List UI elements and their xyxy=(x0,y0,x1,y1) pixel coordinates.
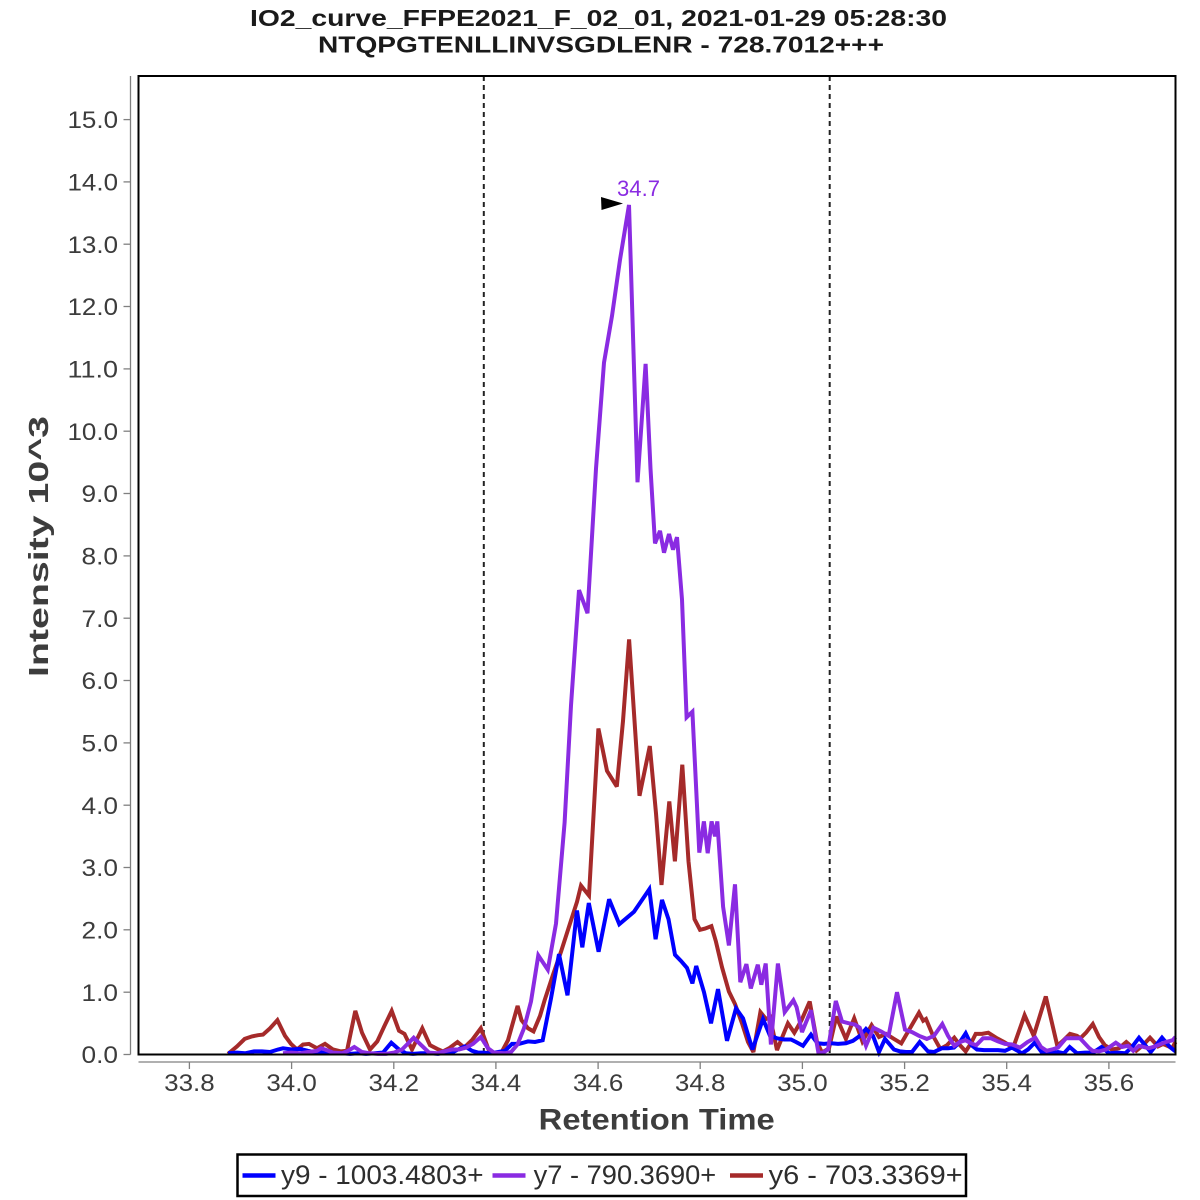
svg-text:8.0: 8.0 xyxy=(82,544,119,571)
svg-text:IO2_curve_FFPE2021_F_02_01, 20: IO2_curve_FFPE2021_F_02_01, 2021-01-29 0… xyxy=(250,5,947,31)
svg-text:4.0: 4.0 xyxy=(82,793,119,820)
svg-text:1.0: 1.0 xyxy=(82,980,119,1007)
svg-text:3.0: 3.0 xyxy=(82,855,119,882)
svg-text:12.0: 12.0 xyxy=(68,294,119,321)
svg-text:34.7: 34.7 xyxy=(617,176,660,201)
svg-text:34.4: 34.4 xyxy=(471,1070,522,1097)
svg-text:y6 - 703.3369+: y6 - 703.3369+ xyxy=(769,1160,963,1190)
svg-text:5.0: 5.0 xyxy=(82,731,119,758)
svg-text:35.6: 35.6 xyxy=(1084,1070,1135,1097)
svg-text:y9 - 1003.4803+: y9 - 1003.4803+ xyxy=(281,1160,484,1190)
svg-text:Retention Time: Retention Time xyxy=(539,1104,775,1137)
svg-text:13.0: 13.0 xyxy=(68,232,119,259)
svg-text:10.0: 10.0 xyxy=(68,419,119,446)
svg-text:33.8: 33.8 xyxy=(164,1070,215,1097)
svg-text:34.0: 34.0 xyxy=(266,1070,317,1097)
svg-text:NTQPGTENLLINVSGDLENR - 728.701: NTQPGTENLLINVSGDLENR - 728.7012+++ xyxy=(318,32,884,58)
svg-text:y7 - 790.3690+: y7 - 790.3690+ xyxy=(534,1160,717,1190)
svg-text:35.2: 35.2 xyxy=(879,1070,930,1097)
svg-text:15.0: 15.0 xyxy=(68,107,119,134)
svg-text:9.0: 9.0 xyxy=(82,481,119,508)
svg-text:6.0: 6.0 xyxy=(82,668,119,695)
svg-text:Intensity 10^3: Intensity 10^3 xyxy=(23,416,54,677)
svg-text:35.4: 35.4 xyxy=(981,1070,1032,1097)
svg-text:11.0: 11.0 xyxy=(68,357,119,384)
svg-text:7.0: 7.0 xyxy=(82,606,119,633)
svg-text:34.8: 34.8 xyxy=(675,1070,726,1097)
svg-text:0.0: 0.0 xyxy=(82,1042,119,1069)
svg-text:34.6: 34.6 xyxy=(573,1070,624,1097)
svg-text:2.0: 2.0 xyxy=(82,917,119,944)
svg-text:14.0: 14.0 xyxy=(68,170,119,197)
svg-text:34.2: 34.2 xyxy=(369,1070,420,1097)
svg-text:35.0: 35.0 xyxy=(777,1070,828,1097)
